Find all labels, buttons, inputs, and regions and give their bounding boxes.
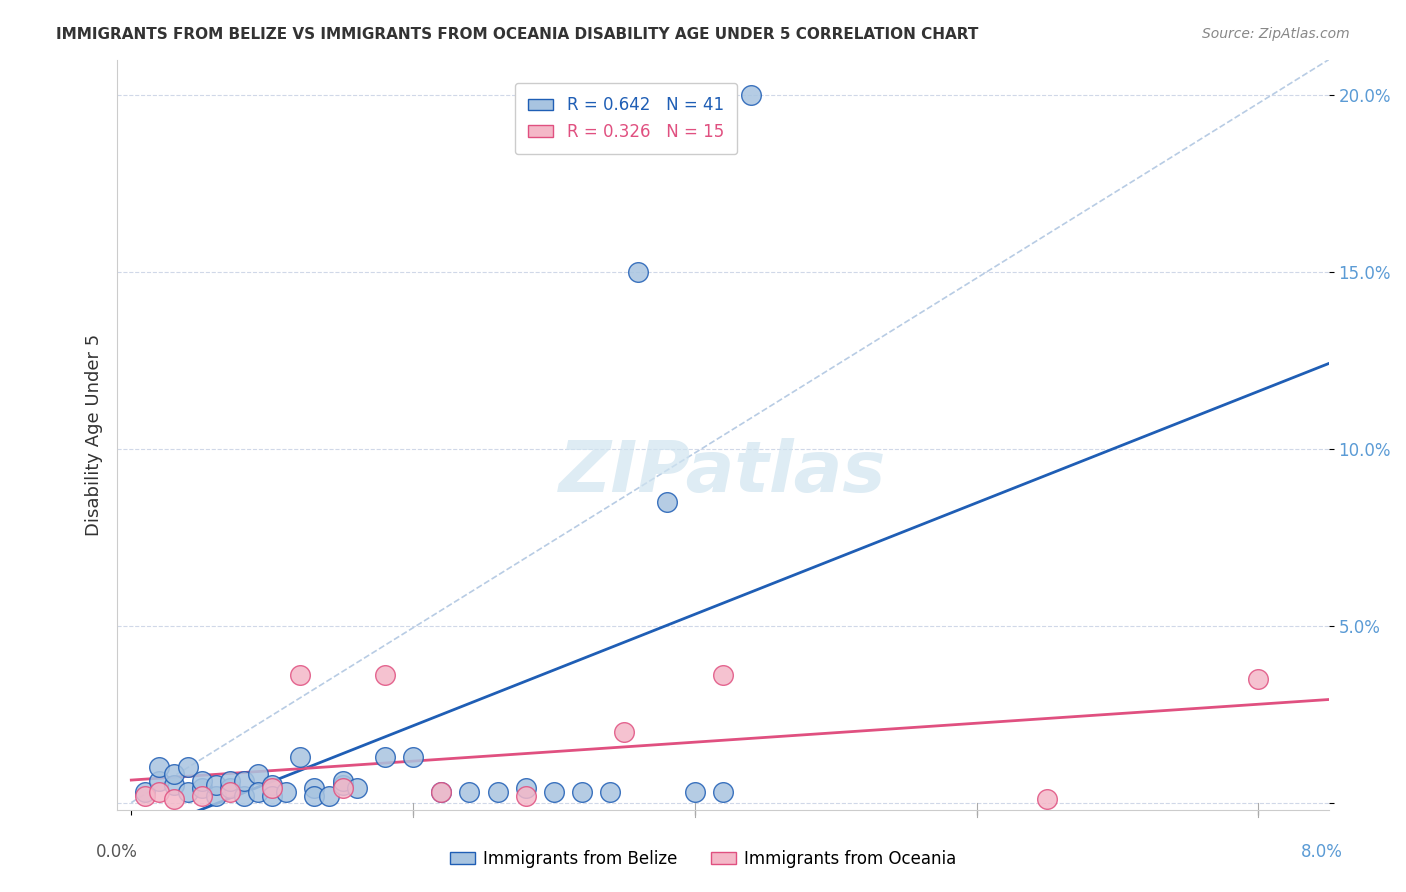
Point [190, 781, 212, 796]
Point [571, 785, 593, 799]
Point [247, 767, 270, 781]
Point [332, 781, 354, 796]
Point [276, 785, 298, 799]
Point [304, 781, 326, 796]
Point [162, 792, 184, 806]
Point [655, 495, 678, 509]
Point [332, 774, 354, 789]
Text: 0.0%: 0.0% [96, 843, 138, 861]
Point [711, 785, 734, 799]
Text: IMMIGRANTS FROM BELIZE VS IMMIGRANTS FROM OCEANIA DISABILITY AGE UNDER 5 CORRELA: IMMIGRANTS FROM BELIZE VS IMMIGRANTS FRO… [56, 27, 979, 42]
Point [458, 785, 481, 799]
Point [740, 87, 762, 102]
Point [134, 789, 156, 803]
Point [374, 668, 396, 682]
Point [599, 785, 621, 799]
Point [430, 785, 453, 799]
Point [374, 749, 396, 764]
Point [515, 789, 537, 803]
Point [262, 781, 284, 796]
Point [162, 778, 184, 792]
Text: 8.0%: 8.0% [1301, 843, 1343, 861]
Point [543, 785, 565, 799]
Point [318, 789, 340, 803]
Point [290, 749, 312, 764]
Point [304, 789, 326, 803]
Point [402, 749, 425, 764]
Point [176, 785, 198, 799]
Point [204, 789, 226, 803]
Point [627, 265, 650, 279]
Point [290, 668, 312, 682]
Point [262, 789, 284, 803]
Point [148, 760, 170, 774]
Point [515, 781, 537, 796]
Point [134, 785, 156, 799]
Point [711, 668, 734, 682]
Point [204, 778, 226, 792]
Point [148, 785, 170, 799]
Point [233, 789, 256, 803]
Point [176, 760, 198, 774]
Legend: R = 0.642   N = 41, R = 0.326   N = 15: R = 0.642 N = 41, R = 0.326 N = 15 [515, 83, 737, 154]
Point [1036, 792, 1059, 806]
Point [346, 781, 368, 796]
Point [190, 774, 212, 789]
Point [613, 724, 636, 739]
Point [219, 774, 242, 789]
Point [247, 785, 270, 799]
Text: ZIPatlas: ZIPatlas [560, 438, 887, 507]
Y-axis label: Disability Age Under 5: Disability Age Under 5 [86, 334, 103, 536]
Point [262, 778, 284, 792]
Point [219, 781, 242, 796]
Point [430, 785, 453, 799]
Point [332, 778, 354, 792]
Point [486, 785, 509, 799]
Legend: Immigrants from Belize, Immigrants from Oceania: Immigrants from Belize, Immigrants from … [443, 844, 963, 875]
Point [162, 767, 184, 781]
Text: Source: ZipAtlas.com: Source: ZipAtlas.com [1202, 27, 1350, 41]
Point [1247, 672, 1270, 686]
Point [190, 789, 212, 803]
Point [148, 774, 170, 789]
Point [683, 785, 706, 799]
Point [219, 785, 242, 799]
Point [233, 774, 256, 789]
